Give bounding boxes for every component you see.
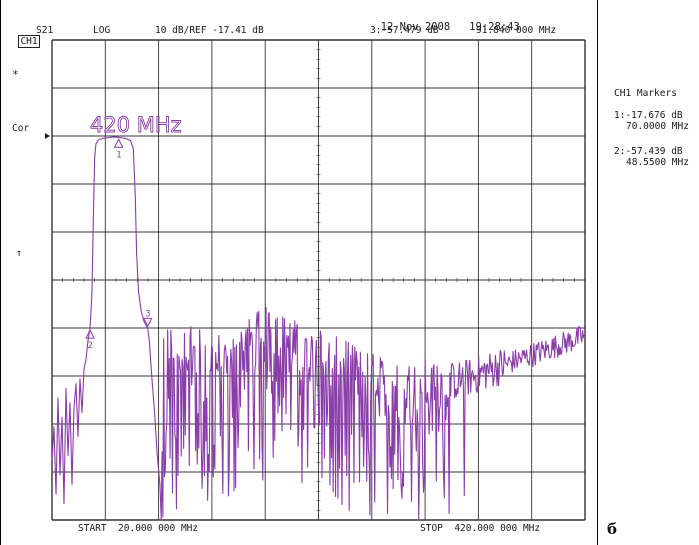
- marker-1-freq: 70.0000 MHz: [626, 121, 689, 132]
- marker-2-value: 2:-57.439 dB: [614, 146, 683, 157]
- markers-group: 1 2 3: [85, 138, 153, 351]
- ref-arrow-shape: [45, 133, 50, 139]
- header-scale-ref: 10 dB/REF -17.41 dB: [155, 25, 264, 36]
- marker-2-freq: 48.5500 MHz: [626, 157, 689, 168]
- marker-1-shape: [113, 138, 124, 148]
- trace-line: [51, 136, 585, 521]
- frame-left: [0, 0, 1, 545]
- reference-level-marker: [45, 133, 50, 139]
- figure-letter: б: [607, 520, 618, 538]
- left-cor-label: Cor: [12, 123, 30, 134]
- marker-3-shape: [142, 317, 153, 328]
- footer-start: START 20.000 000 MHz: [78, 523, 199, 534]
- header-date-time: 12 Nov 2008 19:28:43: [368, 9, 520, 33]
- header-time: 19:28:43: [469, 21, 520, 33]
- plot-grid: [51, 39, 586, 521]
- markers-panel-title: CH1 Markers: [614, 88, 677, 99]
- header-param: S21: [36, 25, 54, 36]
- header-format: LOG: [93, 25, 111, 36]
- header-date: 12 Nov 2008: [380, 21, 451, 33]
- marker-2-shape: [85, 329, 95, 339]
- trace-group: [51, 136, 585, 521]
- frame-right: [597, 0, 598, 545]
- channel-badge: CH1: [18, 35, 40, 48]
- marker-3: 3: [142, 309, 153, 328]
- header-active-marker-freq: 91.840 000 MHz: [476, 25, 557, 36]
- marker-1: 1: [113, 138, 124, 160]
- marker-1-label: 1: [116, 150, 121, 160]
- marker-3-label: 3: [145, 309, 150, 319]
- left-arrow-label: ↑: [16, 248, 23, 259]
- footer-stop: STOP 420.000 000 MHz: [420, 523, 541, 534]
- left-star-label: *: [12, 68, 19, 81]
- header-active-marker: 3:-57.479 dB: [370, 25, 439, 36]
- chart-title: 420 MHz: [90, 113, 182, 137]
- marker-1-value: 1:-17.676 dB: [614, 110, 683, 121]
- marker-2: 2: [85, 329, 95, 351]
- marker-2-label: 2: [88, 341, 93, 351]
- header-row: CH1: [7, 25, 40, 48]
